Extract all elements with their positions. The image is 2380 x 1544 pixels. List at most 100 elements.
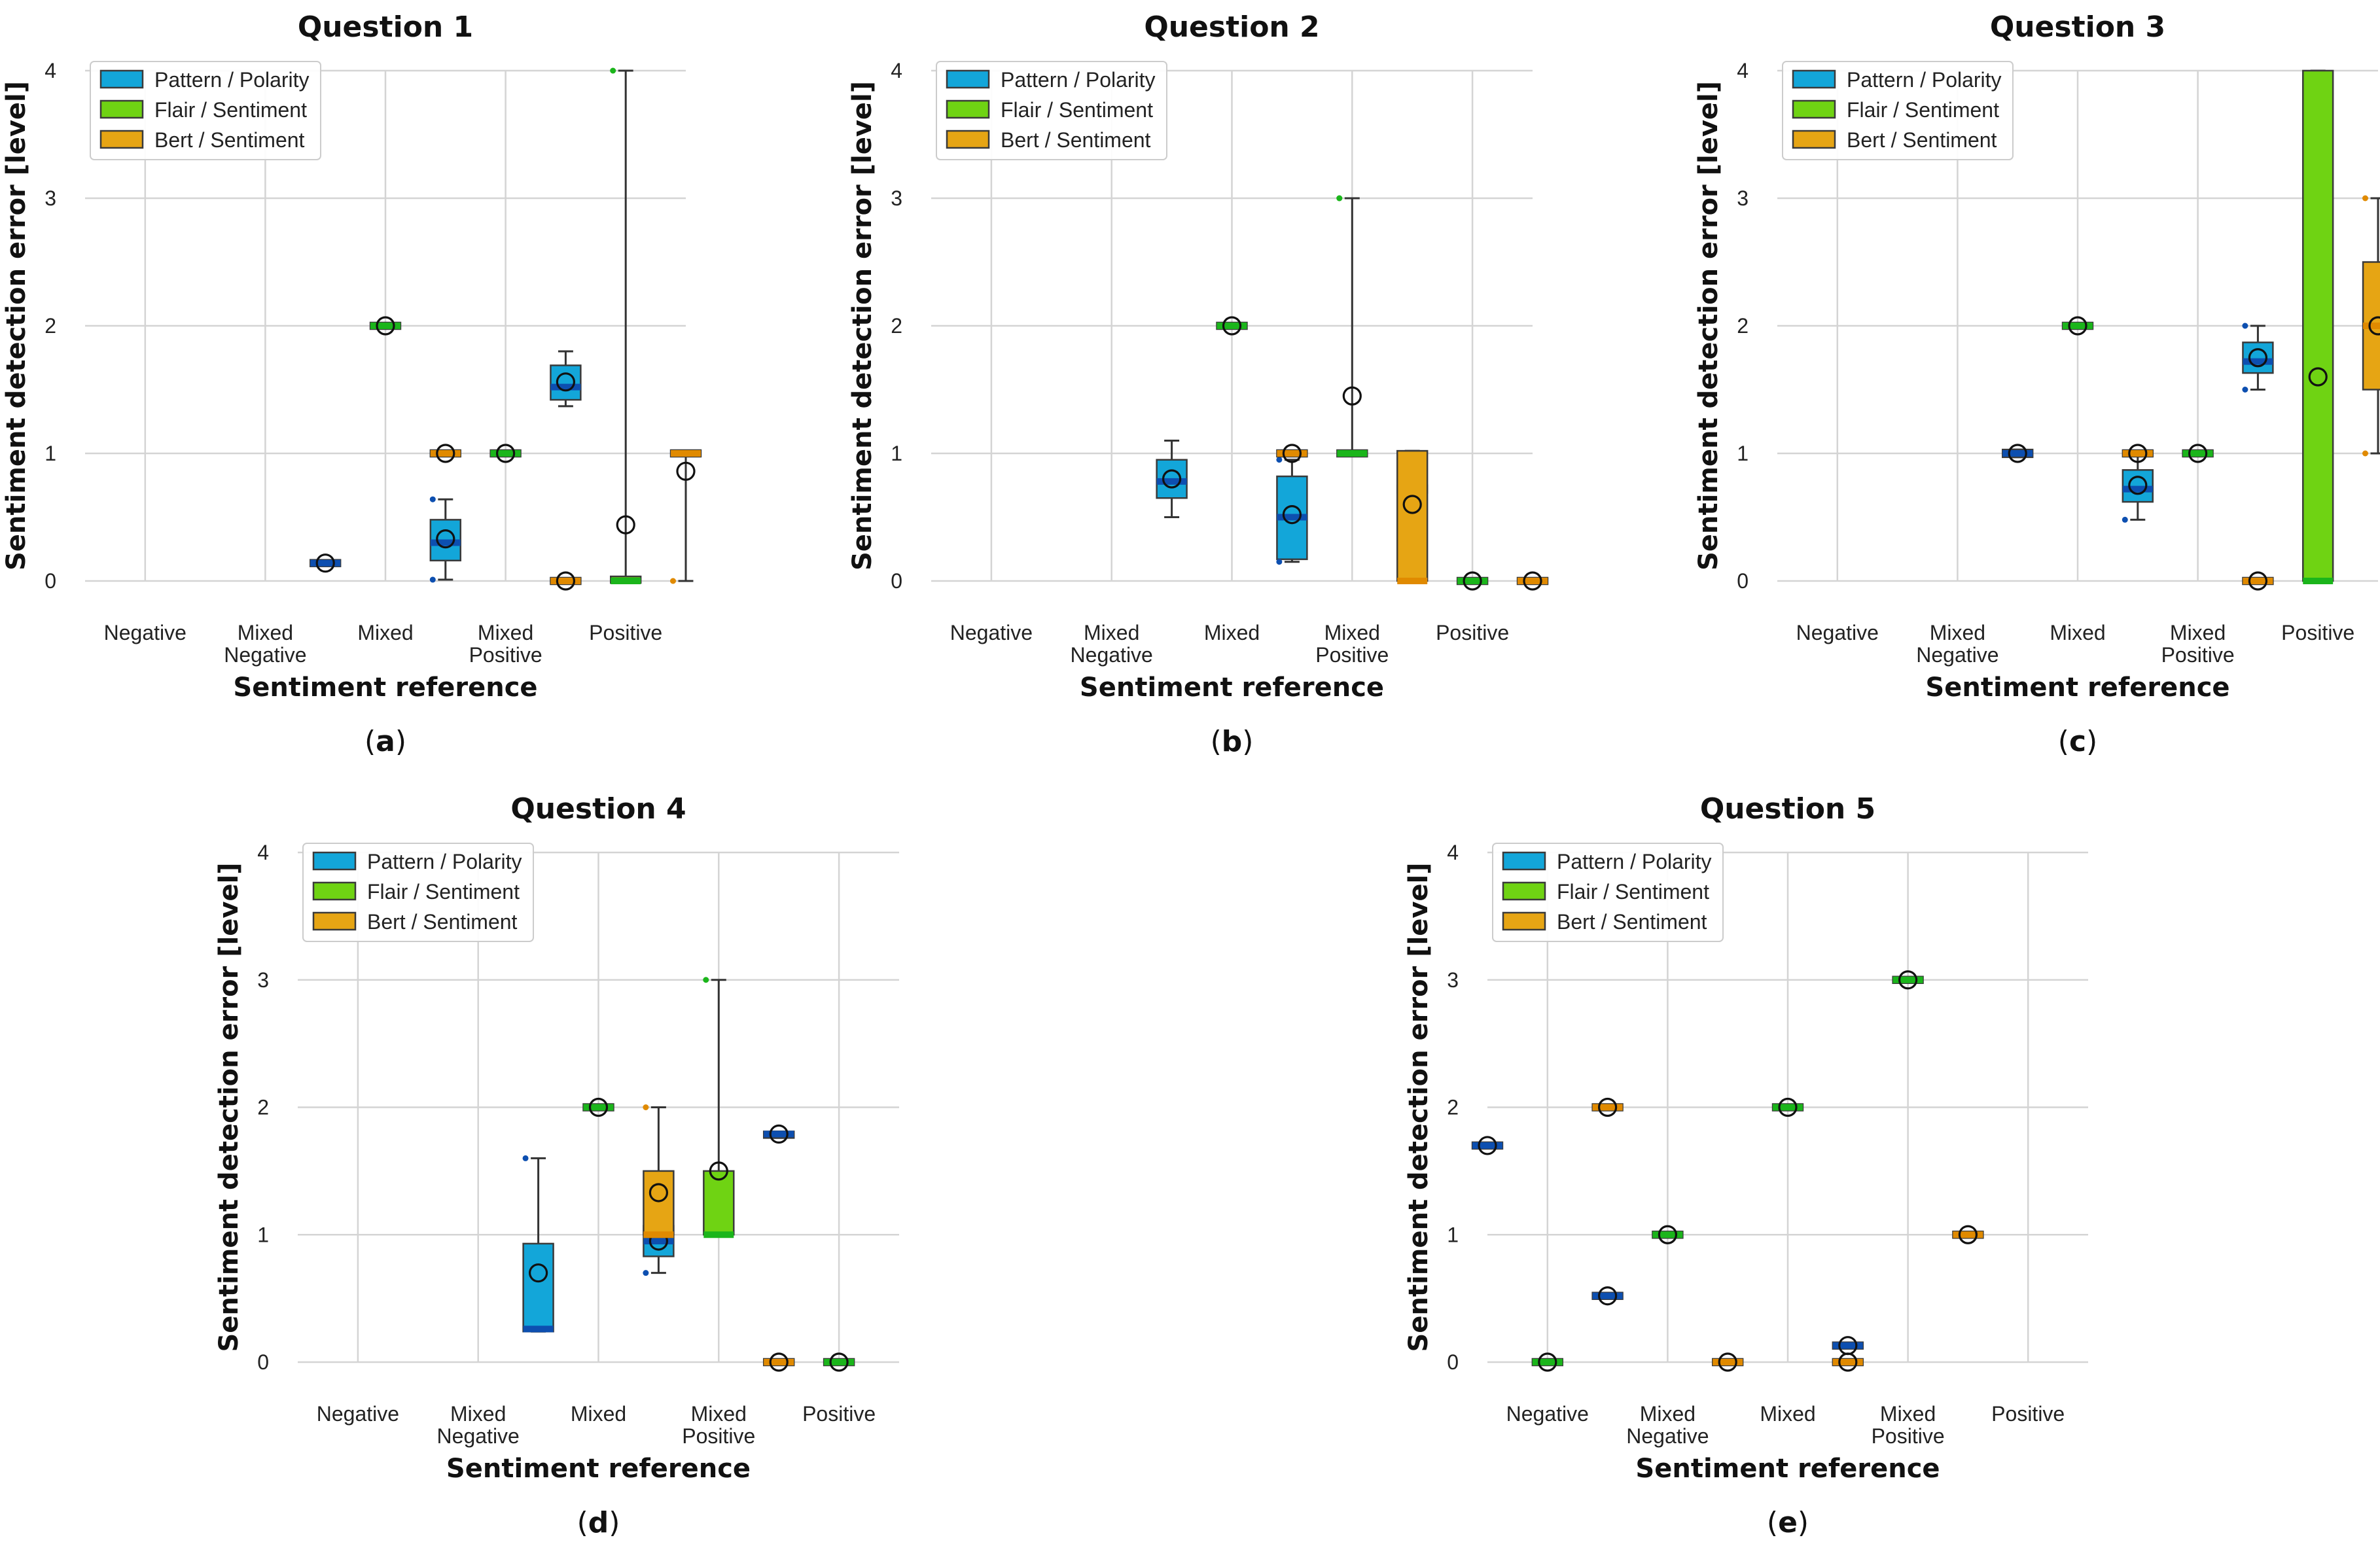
y-tick-label: 3 — [891, 186, 902, 210]
mean-marker — [1898, 970, 1918, 990]
mean-marker — [436, 444, 455, 463]
box-bert — [1952, 1225, 1984, 1244]
mean-marker — [2068, 316, 2087, 336]
flier-point — [1276, 559, 1283, 565]
box-flair — [703, 977, 735, 1238]
median-mark — [2243, 358, 2273, 365]
y-tick-label: 0 — [1447, 1350, 1459, 1374]
x-tick-label: Mixed — [1204, 621, 1260, 644]
x-tick-label-line: Positive — [1315, 643, 1389, 667]
x-tick-label: Mixed Positive — [1872, 1402, 1945, 1448]
mean-marker — [1838, 1352, 1858, 1372]
median-mark — [2182, 450, 2213, 457]
box-bert — [550, 571, 582, 591]
legend: Pattern / Polarity Flair / Sentiment Bert … — [1492, 843, 1724, 942]
median-mark — [2002, 450, 2033, 457]
x-tick-label-line: Negative — [1626, 1424, 1709, 1448]
flier-point — [2362, 195, 2368, 202]
box-pattern — [2002, 444, 2034, 463]
legend-label: Pattern / Polarity — [1847, 68, 2002, 92]
median-mark — [643, 1237, 674, 1244]
x-tick-label-line: Mixed — [1880, 1402, 1936, 1426]
x-tick-label-line: Negative — [1071, 643, 1153, 667]
mean-marker — [556, 372, 576, 392]
mean-marker — [2128, 476, 2148, 495]
box-bert — [429, 444, 461, 463]
x-tick-label: Mixed Positive — [1315, 621, 1389, 667]
y-tick-label: 2 — [44, 314, 56, 338]
caption-letter: a — [376, 725, 395, 758]
caption-paren: ) — [2086, 725, 2097, 758]
legend-swatch — [946, 69, 990, 89]
x-tick-label-line: Positive — [2281, 621, 2354, 644]
box-flair — [1216, 316, 1248, 336]
median-mark — [1652, 1231, 1683, 1238]
flier-point — [643, 1104, 649, 1110]
x-tick-label-line: Negative — [1916, 643, 1998, 667]
median-mark — [1518, 578, 1548, 584]
x-tick-label-line: Positive — [469, 643, 542, 667]
x-tick-label: Positive — [2281, 621, 2354, 644]
box-bert — [2242, 571, 2274, 591]
box-pattern — [762, 1124, 795, 1144]
box-flair — [2061, 316, 2094, 336]
y-tick-label: 1 — [1447, 1223, 1459, 1246]
x-tick-label: Negative — [1796, 621, 1879, 644]
y-tick-label: 1 — [257, 1223, 269, 1246]
box-flair — [2302, 69, 2334, 584]
x-tick-label: Mixed Negative — [1071, 621, 1153, 667]
caption-paren: ( — [364, 725, 376, 758]
legend-label: Pattern / Polarity — [154, 68, 310, 92]
legend-box — [1782, 61, 2014, 160]
legend-label: Bert / Sentiment — [1001, 128, 1151, 152]
median-mark — [1892, 976, 1923, 983]
legend-swatch — [99, 99, 144, 119]
flier-point — [429, 576, 436, 583]
legend-swatch — [1502, 881, 1546, 901]
mean-marker — [1402, 495, 1422, 514]
x-tick-label: Mixed Negative — [1916, 621, 1998, 667]
legend-label: Bert / Sentiment — [367, 910, 518, 934]
flier-point — [2242, 387, 2248, 393]
box-bert — [643, 1104, 675, 1238]
box-flair — [1771, 1097, 1804, 1117]
mean-marker — [2248, 348, 2267, 368]
x-axis-label: Sentiment reference — [446, 1454, 751, 1484]
y-tick-label: 3 — [257, 968, 269, 992]
flier-point — [703, 977, 709, 983]
median-mark — [1532, 1359, 1563, 1365]
median-mark — [824, 1359, 855, 1365]
box-bert — [1832, 1352, 1864, 1372]
box-body — [522, 1242, 554, 1333]
legend-swatch — [99, 69, 144, 89]
mean-marker — [829, 1352, 849, 1372]
x-tick-label-line: Negative — [1506, 1402, 1589, 1426]
panel-caption: (d) — [577, 1506, 620, 1539]
box-flair — [582, 1097, 614, 1117]
box-pattern — [1471, 1136, 1504, 1155]
box-flair — [1652, 1225, 1684, 1244]
mean-marker — [1342, 386, 1362, 406]
legend-swatch — [946, 99, 990, 119]
box-body — [2302, 69, 2334, 582]
median-mark — [764, 1359, 794, 1365]
x-axis-label: Sentiment reference — [1080, 673, 1384, 703]
median-mark — [2122, 450, 2153, 457]
legend-label: Flair / Sentiment — [367, 880, 520, 904]
legend-swatch — [1792, 130, 1836, 149]
chart-title: Question 3 — [1990, 10, 2165, 44]
median-mark — [611, 578, 641, 584]
median-mark — [1592, 1292, 1623, 1299]
box-body — [643, 1170, 675, 1236]
x-tick-label-line: Positive — [589, 621, 662, 644]
y-tick-label: 3 — [1447, 968, 1459, 992]
box-pattern — [2122, 452, 2154, 523]
flier-point — [2362, 450, 2368, 457]
y-tick-label: 4 — [891, 59, 902, 82]
box-bert — [1516, 571, 1549, 591]
flier-point — [1336, 195, 1343, 202]
x-tick-label-line: Mixed — [571, 1402, 626, 1426]
median-mark — [583, 1104, 614, 1111]
